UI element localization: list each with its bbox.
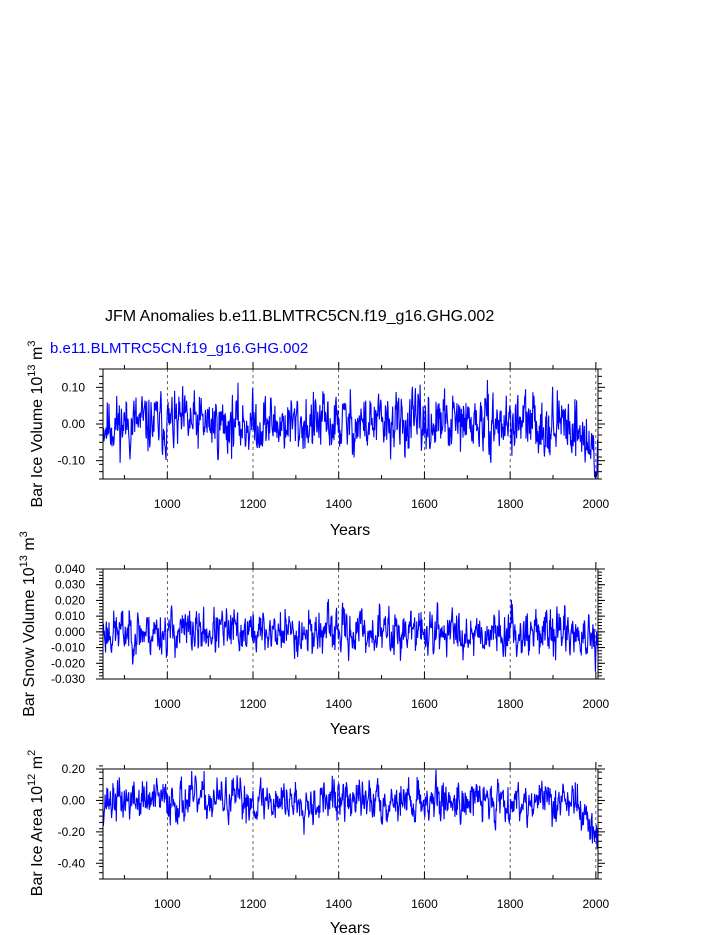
y-axis-label-text: Bar Snow Volume 10 <box>21 567 38 717</box>
y-tick-label: -0.020 <box>51 656 85 670</box>
panel-snow-volume: Years Bar Snow Volume 1013 m3 1000 1200 14… <box>18 531 610 738</box>
y-tick-label: 0.20 <box>62 762 86 776</box>
y-tick-label: 0.10 <box>62 380 86 394</box>
x-tick-label: 1800 <box>497 497 524 511</box>
y-axis-label-exponent: 12 <box>26 774 38 786</box>
panel-ice-volume: Years Bar Ice Volume 1013 m3 1000 1200 140… <box>26 341 610 539</box>
y-tick-label: 0.000 <box>55 625 85 639</box>
y-tick-label: 0.020 <box>55 593 85 607</box>
y-axis-label-unit: m <box>29 756 46 774</box>
panel-ice-area: Years Bar Ice Area 1012 m2 1000 1200 1400 1… <box>26 750 610 935</box>
series-line <box>102 769 599 849</box>
y-tick-label: -0.030 <box>51 672 85 686</box>
y-axis-label: Bar Ice Area 1012 m2 <box>26 750 46 896</box>
y-axis-label-unit-exponent: 3 <box>18 531 30 537</box>
y-axis-label-unit: m <box>21 537 38 555</box>
y-tick-label: 0.030 <box>55 578 85 592</box>
y-axis-label-unit-exponent: 3 <box>26 341 38 347</box>
y-tick-label: -0.20 <box>58 825 86 839</box>
y-tick-label: -0.10 <box>58 454 86 468</box>
x-tick-label: 1000 <box>154 697 181 711</box>
y-axis-label-exponent: 13 <box>26 364 38 376</box>
y-axis-label-unit: m <box>29 347 46 365</box>
y-axis-label-unit-exponent: 2 <box>26 750 38 756</box>
y-tick-label: 0.00 <box>62 417 86 431</box>
series-line <box>102 379 599 478</box>
x-axis-label: Years <box>330 920 370 935</box>
x-tick-label: 2000 <box>583 897 610 911</box>
x-tick-label: 1400 <box>325 897 352 911</box>
x-tick-label: 1400 <box>325 697 352 711</box>
y-axis-label-text: Bar Ice Area 10 <box>29 786 46 896</box>
y-axis-label: Bar Ice Volume 1013 m3 <box>26 341 46 508</box>
x-tick-label: 1600 <box>411 897 438 911</box>
x-axis-label: Years <box>330 721 370 738</box>
y-axis-label: Bar Snow Volume 1013 m3 <box>18 531 38 717</box>
x-tick-label: 1000 <box>154 897 181 911</box>
series-line <box>102 599 599 672</box>
x-tick-label: 1200 <box>240 697 267 711</box>
y-tick-label: 0.040 <box>55 562 85 576</box>
y-axis-label-text: Bar Ice Volume 10 <box>29 377 46 508</box>
y-tick-label: 0.010 <box>55 609 85 623</box>
x-tick-label: 1800 <box>497 697 524 711</box>
x-tick-label: 1200 <box>240 897 267 911</box>
x-tick-label: 1600 <box>411 497 438 511</box>
y-tick-label: -0.40 <box>58 856 86 870</box>
x-tick-label: 1400 <box>325 497 352 511</box>
y-axis-label-exponent: 13 <box>18 555 30 567</box>
x-tick-label: 2000 <box>583 697 610 711</box>
x-tick-label: 1600 <box>411 697 438 711</box>
figure-title: JFM Anomalies b.e11.BLMTRC5CN.f19_g16.GH… <box>105 308 494 325</box>
x-axis-label: Years <box>330 522 370 539</box>
x-tick-label: 2000 <box>583 497 610 511</box>
x-tick-label: 1000 <box>154 497 181 511</box>
case-subtitle: b.e11.BLMTRC5CN.f19_g16.GHG.002 <box>50 340 308 357</box>
y-tick-label: 0.00 <box>62 793 86 807</box>
plot-frame <box>102 768 599 880</box>
x-tick-label: 1800 <box>497 897 524 911</box>
y-tick-label: -0.010 <box>51 641 85 655</box>
x-tick-label: 1200 <box>240 497 267 511</box>
plot-frame <box>102 568 599 680</box>
